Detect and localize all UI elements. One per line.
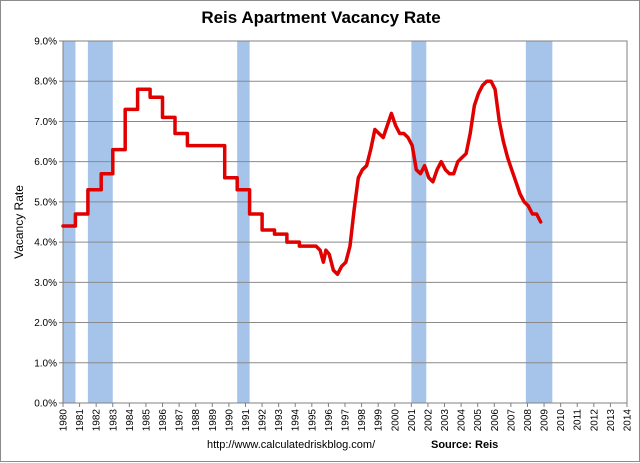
y-axis-ticks: 0.0% 1.0% 2.0% 3.0% 4.0% 5.0% 6.0% 7.0% 8.0% 9.0% [34, 37, 63, 410]
x-tick-label: 1984 [125, 409, 136, 432]
y-tick-label: 9.0% [34, 37, 57, 48]
x-tick-label: 2012 [589, 409, 600, 432]
x-tick-label: 1990 [224, 409, 235, 432]
x-tick-label: 1998 [357, 409, 368, 432]
y-tick-label: 2.0% [34, 318, 57, 329]
recession-band [87, 41, 113, 403]
x-tick-label: 1996 [324, 409, 335, 432]
recession-band [411, 41, 427, 403]
x-tick-label: 1991 [241, 409, 252, 432]
x-tick-label: 2014 [623, 409, 634, 432]
x-tick-label: 2011 [573, 409, 584, 431]
x-tick-label: 1986 [158, 409, 169, 432]
x-tick-label: 2002 [423, 409, 434, 432]
x-tick-label: 1993 [274, 409, 285, 432]
source-label: Source: Reis [431, 439, 498, 451]
x-tick-label: 2000 [390, 409, 401, 432]
x-tick-label: 2003 [440, 409, 451, 432]
x-tick-label: 2005 [473, 409, 484, 432]
x-tick-label: 1999 [374, 409, 385, 432]
x-tick-label: 2009 [540, 409, 551, 432]
x-tick-label: 2001 [407, 409, 418, 432]
x-tick-label: 1989 [208, 409, 219, 432]
x-tick-label: 2004 [457, 409, 468, 432]
vacancy-rate-line [61, 79, 543, 277]
x-tick-label: 2006 [490, 409, 501, 432]
chart-title: Reis Apartment Vacancy Rate [201, 8, 440, 27]
y-tick-label: 0.0% [34, 399, 57, 410]
y-axis-label: Vacancy Rate [12, 185, 26, 259]
y-tick-label: 6.0% [34, 157, 57, 168]
x-tick-label: 2013 [606, 409, 617, 432]
x-tick-label: 2008 [523, 409, 534, 432]
x-tick-label: 1982 [92, 409, 103, 432]
y-tick-label: 8.0% [34, 77, 57, 88]
x-tick-label: 1980 [59, 409, 70, 432]
x-tick-label: 2010 [556, 409, 567, 432]
y-tick-label: 4.0% [34, 238, 57, 249]
y-tick-label: 7.0% [34, 117, 57, 128]
x-tick-label: 1992 [258, 409, 269, 432]
x-tick-label: 1985 [141, 409, 152, 432]
series-layer [61, 79, 543, 277]
x-tick-label: 1988 [191, 409, 202, 432]
x-tick-label: 1997 [341, 409, 352, 432]
y-tick-label: 5.0% [34, 197, 57, 208]
recession-band [63, 41, 76, 403]
x-tick-label: 2007 [506, 409, 517, 432]
x-tick-label: 1983 [108, 409, 119, 432]
y-tick-label: 1.0% [34, 358, 57, 369]
x-tick-label: 1995 [307, 409, 318, 432]
source-url: http://www.calculatedriskblog.com/ [207, 439, 376, 451]
y-tick-label: 3.0% [34, 278, 57, 289]
recession-band [237, 41, 250, 403]
x-axis-ticks: 1980 1981 1982 1983 1984 1985 1986 1987 1988 1989… [59, 403, 634, 431]
x-tick-label: 1987 [175, 409, 186, 432]
recession-bands [63, 41, 553, 403]
x-tick-label: 1994 [291, 409, 302, 432]
x-tick-label: 1981 [75, 409, 86, 432]
